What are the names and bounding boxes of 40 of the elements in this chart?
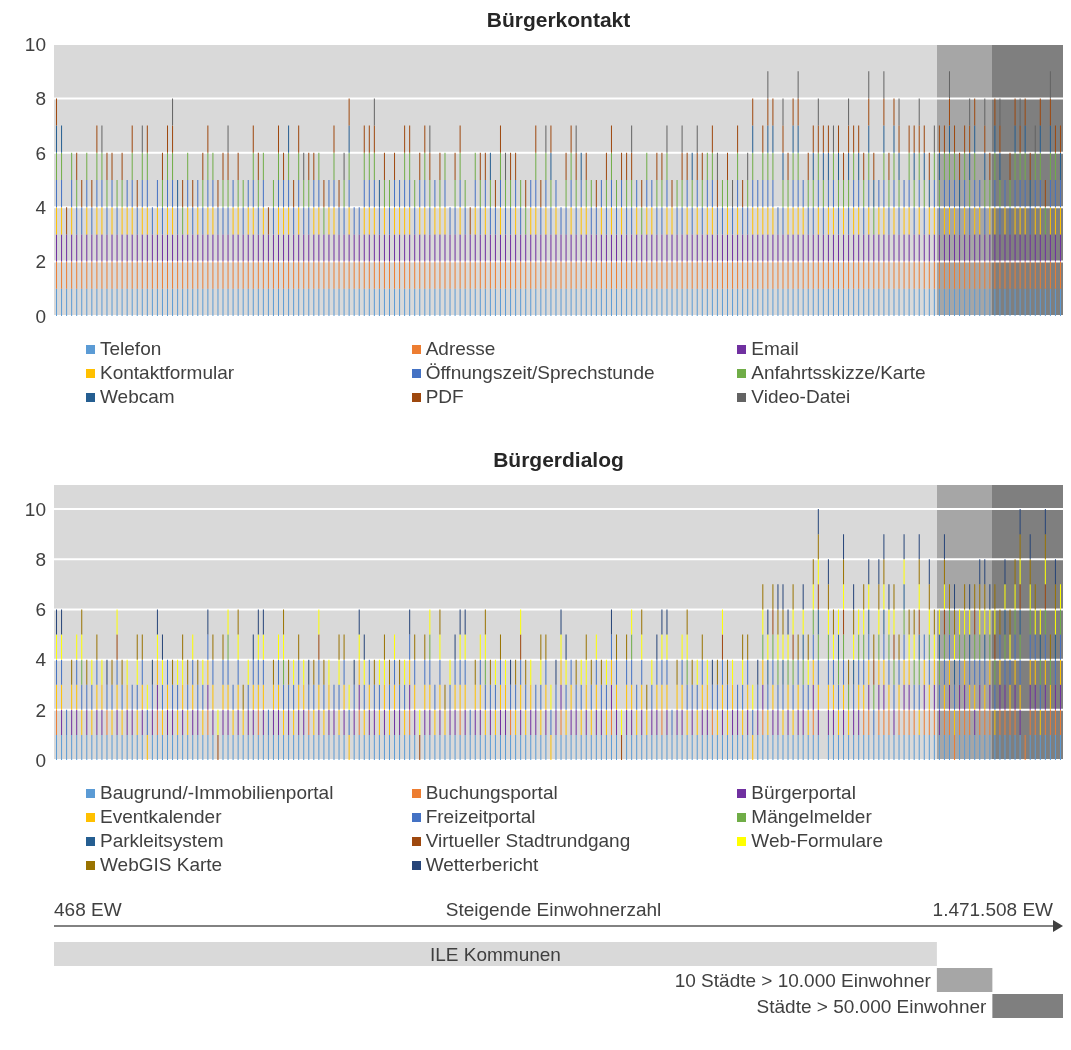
legend-label: Webcam bbox=[100, 386, 175, 408]
legend-label: Öffnungszeit/Sprechstunde bbox=[425, 362, 655, 384]
legend-label: Web-Formulare bbox=[751, 830, 883, 852]
y-tick-label: 6 bbox=[35, 142, 46, 164]
chart-title: Bürgerkontakt bbox=[485, 8, 632, 32]
legend-label: Bürgerportal bbox=[751, 782, 856, 804]
legend-label: PDF bbox=[425, 386, 464, 408]
legend-label: Buchungsportal bbox=[425, 782, 558, 804]
y-tick-label: 0 bbox=[35, 749, 46, 771]
chart-title: Bürgerdialog bbox=[492, 448, 625, 472]
legend-label: Telefon bbox=[100, 338, 162, 360]
legend-label: Adresse bbox=[425, 338, 496, 360]
legend-label: Freizeitportal bbox=[425, 806, 536, 828]
legend-label: Virtueller Stadtrundgang bbox=[425, 830, 631, 852]
y-tick-label: 8 bbox=[35, 88, 46, 110]
legend-label: Video-Datei bbox=[751, 386, 851, 408]
text: Städte > 50.000 Einwohner bbox=[756, 996, 988, 1017]
legend-label: Kontaktformular bbox=[100, 362, 235, 384]
legend-label: Anfahrtsskizze/Karte bbox=[751, 362, 926, 384]
y-tick-label: 4 bbox=[35, 649, 47, 671]
y-tick-label: 8 bbox=[35, 549, 46, 571]
y-tick-label: 4 bbox=[35, 196, 47, 218]
y-tick-label: 6 bbox=[35, 599, 46, 621]
y-tick-label: 10 bbox=[24, 498, 46, 520]
legend-label: Wetterbericht bbox=[425, 854, 539, 876]
y-tick-label: 2 bbox=[35, 251, 46, 273]
y-tick-label: 0 bbox=[35, 305, 46, 327]
legend-label: WebGIS Karte bbox=[100, 854, 223, 876]
text: 10 Städte > 10.000 Einwohner bbox=[674, 970, 932, 991]
text: Steigende Einwohnerzahl bbox=[445, 899, 662, 920]
y-tick-label: 2 bbox=[35, 699, 46, 721]
text: 468 EW bbox=[54, 899, 122, 920]
text: ILE Kommunen bbox=[429, 944, 561, 965]
text: 1.471.508 EW bbox=[932, 899, 1054, 920]
legend-label: Mängelmelder bbox=[751, 806, 872, 828]
legend-label: Eventkalender bbox=[100, 806, 222, 828]
legend-label: Email bbox=[751, 338, 799, 360]
legend-label: Parkleitsystem bbox=[100, 830, 224, 852]
legend-label: Baugrund/-Immobilienportal bbox=[100, 782, 334, 804]
y-tick-label: 10 bbox=[24, 33, 46, 55]
